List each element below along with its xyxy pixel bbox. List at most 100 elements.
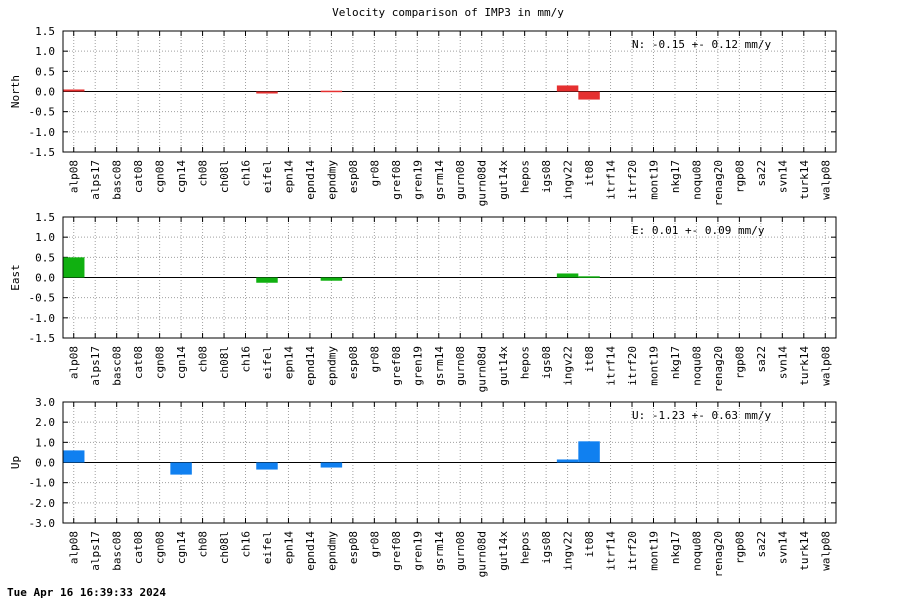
x-tick-label: igs08 [540, 346, 553, 379]
x-tick-label: ch16 [240, 346, 253, 373]
x-tick-label: gref08 [390, 160, 403, 200]
bar-north-alp08 [63, 89, 85, 92]
x-tick-label: itrf14 [605, 160, 618, 200]
x-tick-label: mont19 [647, 346, 660, 386]
x-tick-label: esp08 [347, 160, 360, 193]
x-tick-label: alp08 [68, 160, 81, 193]
x-tick-label: ingv22 [562, 346, 575, 386]
bar-north-it08 [578, 91, 600, 100]
y-tick-label: 1.0 [35, 436, 55, 449]
x-tick-label: walp08 [819, 346, 832, 386]
x-tick-label: gr08 [368, 346, 381, 373]
plot-frame [62, 30, 837, 153]
x-tick-label: nkg17 [669, 346, 682, 379]
y-tick-label: 1.5 [35, 211, 55, 224]
x-tick-label: it08 [583, 160, 596, 187]
bar-up-eifel [256, 462, 278, 470]
x-tick-label: itrf14 [605, 531, 618, 571]
y-axis-label: Up [9, 456, 22, 469]
bar-up-alp08 [63, 450, 85, 463]
x-tick-label: gut14x [497, 346, 510, 386]
x-tick-label: svn14 [776, 346, 789, 379]
y-tick-label: 1.5 [35, 25, 55, 38]
y-tick-label: -1.0 [29, 126, 56, 139]
x-tick-label: itrf14 [605, 346, 618, 386]
x-tick-label: gsrm14 [433, 531, 446, 571]
x-tick-label: gurn08 [454, 346, 467, 386]
y-axis-label: East [9, 264, 22, 291]
x-tick-label: esp08 [347, 531, 360, 564]
x-tick-label: gurn08d [476, 531, 489, 577]
x-tick-label: noqu08 [690, 160, 703, 200]
x-tick-label: cat08 [132, 531, 145, 564]
y-tick-label: 0.5 [35, 251, 55, 264]
x-tick-label: epndmy [325, 346, 338, 386]
x-tick-label: gurn08 [454, 531, 467, 571]
x-tick-label: basc08 [111, 160, 124, 200]
x-tick-label: itrf20 [626, 531, 639, 571]
x-tick-label: noqu08 [690, 531, 703, 571]
x-tick-label: cgn14 [175, 160, 188, 193]
x-tick-label: eifel [261, 346, 274, 379]
x-tick-label: noqu08 [690, 346, 703, 386]
x-tick-label: it08 [583, 531, 596, 558]
bar-east-it08 [578, 276, 600, 278]
x-tick-label: sa22 [755, 160, 768, 187]
x-tick-label: ch16 [240, 531, 253, 558]
x-tick-label: cat08 [132, 346, 145, 379]
x-tick-label: gurn08 [454, 160, 467, 200]
x-tick-label: renag20 [712, 346, 725, 392]
x-tick-label: epnd14 [304, 160, 317, 200]
chart-title: Velocity comparison of IMP3 in mm/y [332, 6, 564, 19]
x-tick-label: gurn08d [476, 346, 489, 392]
plot-frame [62, 401, 837, 524]
x-tick-label: itrf20 [626, 160, 639, 200]
x-tick-label: mont19 [647, 531, 660, 571]
bar-north-ingv22 [556, 85, 579, 92]
y-tick-label: 3.0 [35, 396, 55, 409]
y-tick-label: -0.5 [29, 292, 56, 305]
x-tick-label: cgn08 [154, 346, 167, 379]
x-tick-label: cat08 [132, 160, 145, 193]
x-tick-label: hepos [519, 531, 532, 564]
x-tick-label: itrf20 [626, 346, 639, 386]
x-tick-label: svn14 [776, 531, 789, 564]
x-tick-label: ch08 [197, 160, 210, 187]
x-tick-label: igs08 [540, 531, 553, 564]
x-tick-label: gren19 [411, 346, 424, 386]
x-tick-label: epnd14 [304, 346, 317, 386]
x-tick-label: gref08 [390, 531, 403, 571]
x-tick-label: cgn08 [154, 160, 167, 193]
x-tick-label: alp08 [68, 346, 81, 379]
x-tick-label: rgp08 [733, 160, 746, 193]
x-tick-label: epn14 [282, 531, 295, 564]
x-tick-label: gut14x [497, 531, 510, 571]
plot-frame [62, 216, 837, 339]
x-tick-label: renag20 [712, 531, 725, 577]
bar-up-ingv22 [556, 459, 579, 463]
x-tick-label: renag20 [712, 160, 725, 206]
stat-label: E: 0.01 +- 0.09 mm/y [632, 224, 765, 237]
y-tick-label: 1.0 [35, 231, 55, 244]
y-tick-label: 0.0 [35, 272, 55, 285]
x-tick-label: ingv22 [562, 160, 575, 200]
x-tick-label: hepos [519, 160, 532, 193]
y-tick-label: -3.0 [29, 517, 56, 530]
stat-label: N: -0.15 +- 0.12 mm/y [632, 38, 771, 51]
x-tick-label: gut14x [497, 160, 510, 200]
x-tick-label: nkg17 [669, 160, 682, 193]
timestamp: Tue Apr 16 16:39:33 2024 [7, 586, 166, 599]
x-tick-label: cgn08 [154, 531, 167, 564]
x-tick-label: ch08l [218, 531, 231, 564]
x-tick-label: rgp08 [733, 346, 746, 379]
x-tick-label: epnd14 [304, 531, 317, 571]
x-tick-label: ch08l [218, 346, 231, 379]
y-tick-label: -1.0 [29, 477, 56, 490]
x-tick-label: hepos [519, 346, 532, 379]
x-tick-label: nkg17 [669, 531, 682, 564]
y-tick-label: 0.5 [35, 65, 55, 78]
x-tick-label: rgp08 [733, 531, 746, 564]
bar-up-it08 [578, 441, 600, 463]
x-tick-label: alps17 [89, 160, 102, 200]
bar-east-eifel [256, 277, 278, 283]
